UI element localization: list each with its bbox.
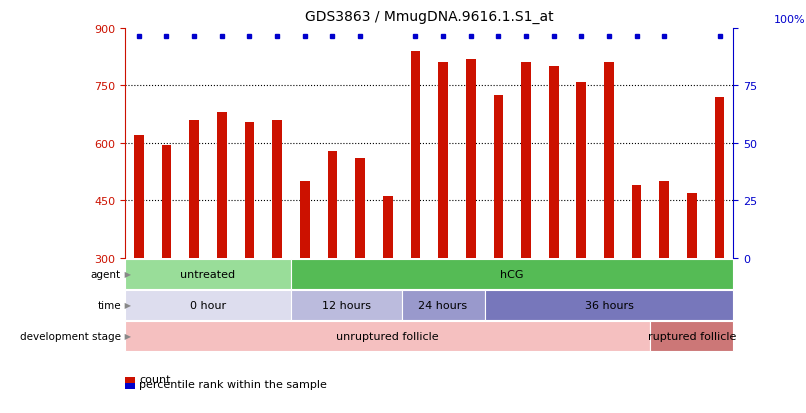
Bar [300, 182, 310, 258]
Text: development stage: development stage [20, 331, 121, 341]
Bar [327, 151, 337, 258]
Bar [659, 182, 669, 258]
Text: ▶: ▶ [122, 270, 131, 278]
Text: untreated: untreated [181, 269, 235, 279]
Bar [715, 97, 725, 258]
Bar [688, 193, 697, 258]
Bar [410, 52, 420, 258]
Text: ruptured follicle: ruptured follicle [648, 331, 736, 341]
Bar [632, 185, 642, 258]
Text: unruptured follicle: unruptured follicle [336, 331, 439, 341]
Bar [576, 82, 586, 258]
Bar [161, 145, 171, 258]
Text: hCG: hCG [501, 269, 524, 279]
Bar [355, 159, 365, 258]
Text: time: time [98, 300, 121, 310]
Text: agent: agent [91, 269, 121, 279]
Text: 36 hours: 36 hours [584, 300, 634, 310]
Text: 24 hours: 24 hours [418, 300, 467, 310]
Bar [549, 67, 559, 258]
Text: ▶: ▶ [122, 332, 131, 340]
Text: 0 hour: 0 hour [190, 300, 226, 310]
Bar [493, 96, 503, 258]
Bar [244, 123, 254, 258]
Bar [217, 113, 226, 258]
Bar [604, 63, 614, 258]
Bar [521, 63, 531, 258]
Bar [189, 121, 199, 258]
Bar [383, 197, 393, 258]
Bar [134, 136, 143, 258]
Bar [466, 59, 476, 258]
Text: count: count [139, 374, 171, 384]
Text: ▶: ▶ [122, 301, 131, 309]
Bar [438, 63, 448, 258]
Title: GDS3863 / MmugDNA.9616.1.S1_at: GDS3863 / MmugDNA.9616.1.S1_at [305, 10, 554, 24]
Bar [272, 121, 282, 258]
Text: percentile rank within the sample: percentile rank within the sample [139, 380, 327, 389]
Text: 100%: 100% [774, 15, 805, 25]
Text: 12 hours: 12 hours [322, 300, 371, 310]
